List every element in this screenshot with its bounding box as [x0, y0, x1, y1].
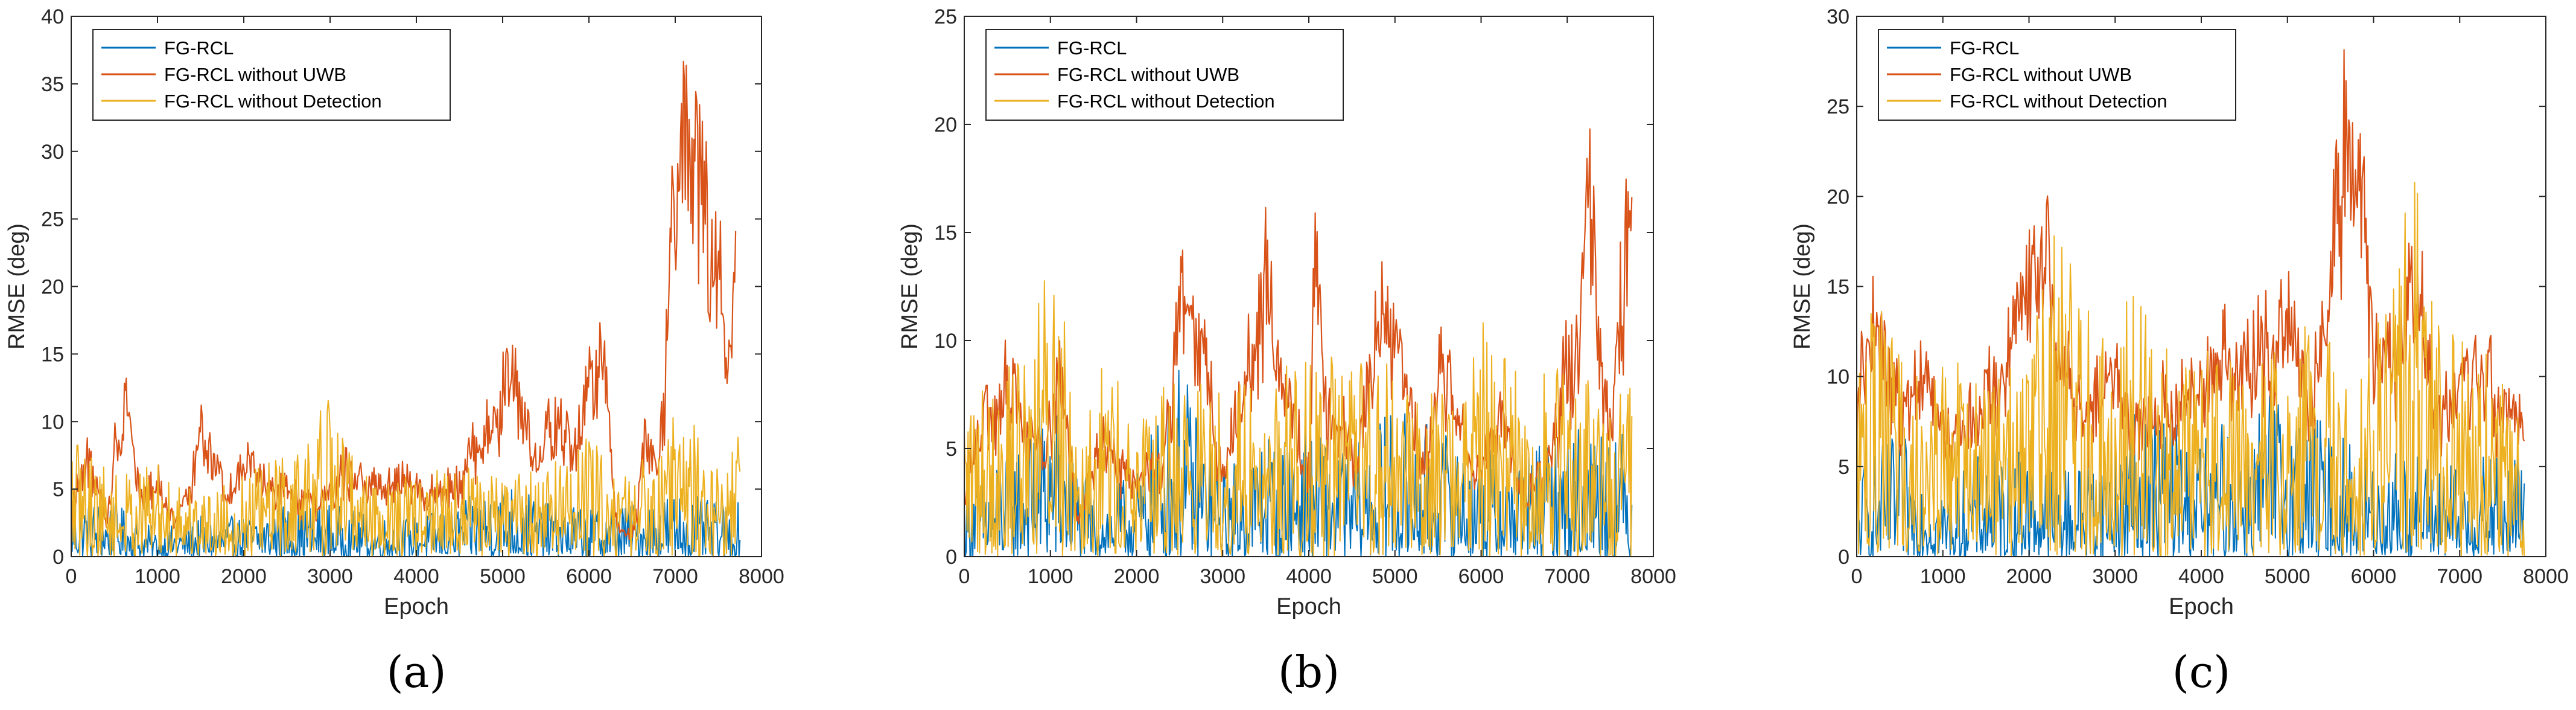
y-axis-label: RMSE (deg) [1790, 223, 1815, 350]
x-tick-label: 6000 [2351, 565, 2397, 588]
x-tick-label: 0 [66, 565, 77, 588]
series-line-3 [1857, 182, 2525, 557]
x-tick-label: 2000 [2006, 565, 2052, 588]
x-tick-label: 7000 [652, 565, 698, 588]
legend-label-2: FG-RCL without UWB [1950, 64, 2132, 85]
x-tick-label: 8000 [1630, 565, 1676, 588]
x-tick-label: 6000 [566, 565, 612, 588]
panel-caption: (b) [1278, 647, 1340, 697]
y-tick-label: 5 [946, 438, 957, 461]
legend-label-2: FG-RCL without UWB [164, 64, 346, 85]
legend: FG-RCL FG-RCL without UWB FG-RCL without D… [985, 29, 1344, 121]
x-axis-label: Epoch [1276, 594, 1341, 619]
y-tick-label: 20 [1827, 185, 1849, 208]
series-group [964, 128, 1633, 557]
x-tick-label: 4000 [393, 565, 439, 588]
x-tick-label: 4000 [1286, 565, 1332, 588]
legend-label-3: FG-RCL without Detection [164, 91, 382, 112]
y-tick-label: 0 [1838, 546, 1849, 569]
legend: FG-RCL FG-RCL without UWB FG-RCL without D… [92, 29, 451, 121]
y-tick-label: 5 [1838, 456, 1849, 479]
x-tick-label: 0 [959, 565, 970, 588]
panel-caption: (c) [2172, 647, 2231, 697]
legend-label-1: FG-RCL [1950, 37, 2019, 59]
x-axis-label: Epoch [384, 594, 449, 619]
x-tick-label: 1000 [1920, 565, 1966, 588]
y-tick-label: 15 [934, 222, 957, 245]
x-tick-label: 3000 [307, 565, 353, 588]
x-tick-label: 1000 [1028, 565, 1073, 588]
x-tick-label: 8000 [739, 565, 784, 588]
chart-panel-a: 0 1000 2000 3000 4000 5000 6000 7000 8000 0 5 10 15 2… [4, 5, 784, 697]
y-tick-label: 5 [52, 478, 64, 501]
series-group [71, 60, 741, 557]
y-tick-label: 10 [934, 330, 957, 353]
legend-label-2: FG-RCL without UWB [1057, 64, 1239, 85]
chart-panel-b: 0 1000 2000 3000 4000 5000 6000 7000 8000 0 5 10 15 2… [897, 5, 1676, 697]
series-line-3 [964, 280, 1633, 557]
x-tick-label: 5000 [2265, 565, 2310, 588]
x-tick-label: 8000 [2523, 565, 2569, 588]
y-tick-label: 25 [41, 208, 64, 231]
y-tick-label: 20 [934, 114, 957, 136]
x-tick-label: 6000 [1458, 565, 1504, 588]
chart-panel-c: 0 1000 2000 3000 4000 5000 6000 7000 8000 0 5 10 15 2… [1790, 5, 2569, 697]
y-tick-label: 10 [41, 411, 64, 433]
series-line-2 [71, 60, 737, 540]
y-tick-label: 10 [1827, 366, 1849, 389]
y-tick-label: 15 [1827, 276, 1849, 299]
y-axis-label: RMSE (deg) [4, 223, 30, 350]
x-tick-label: 2000 [1114, 565, 1160, 588]
x-axis-label: Epoch [2169, 594, 2234, 619]
legend-label-1: FG-RCL [164, 37, 234, 59]
y-tick-label: 0 [52, 546, 64, 569]
y-axis-label: RMSE (deg) [897, 223, 923, 350]
x-tick-label: 0 [1851, 565, 1863, 588]
y-tick-label: 35 [41, 73, 64, 96]
y-tick-label: 25 [934, 5, 957, 28]
x-tick-label: 3000 [2092, 565, 2138, 588]
x-tick-label: 5000 [480, 565, 526, 588]
x-tick-label: 2000 [221, 565, 267, 588]
legend-label-3: FG-RCL without Detection [1950, 91, 2167, 112]
x-tick-label: 4000 [2178, 565, 2224, 588]
x-tick-label: 3000 [1200, 565, 1245, 588]
x-tick-label: 7000 [1544, 565, 1590, 588]
series-line-3 [71, 400, 741, 557]
x-tick-label: 1000 [135, 565, 180, 588]
legend: FG-RCL FG-RCL without UWB FG-RCL without D… [1878, 29, 2236, 121]
y-tick-label: 15 [41, 343, 64, 366]
y-tick-label: 20 [41, 276, 64, 299]
y-tick-label: 30 [41, 141, 64, 164]
y-tick-label: 25 [1827, 95, 1849, 118]
y-tick-label: 0 [946, 546, 957, 569]
y-tick-label: 40 [41, 5, 64, 28]
legend-box [1878, 29, 2236, 121]
x-tick-label: 7000 [2437, 565, 2482, 588]
panel-caption: (a) [386, 647, 446, 697]
x-tick-label: 5000 [1372, 565, 1418, 588]
y-tick-label: 30 [1827, 5, 1849, 28]
legend-label-3: FG-RCL without Detection [1057, 91, 1275, 112]
legend-label-1: FG-RCL [1057, 37, 1127, 59]
